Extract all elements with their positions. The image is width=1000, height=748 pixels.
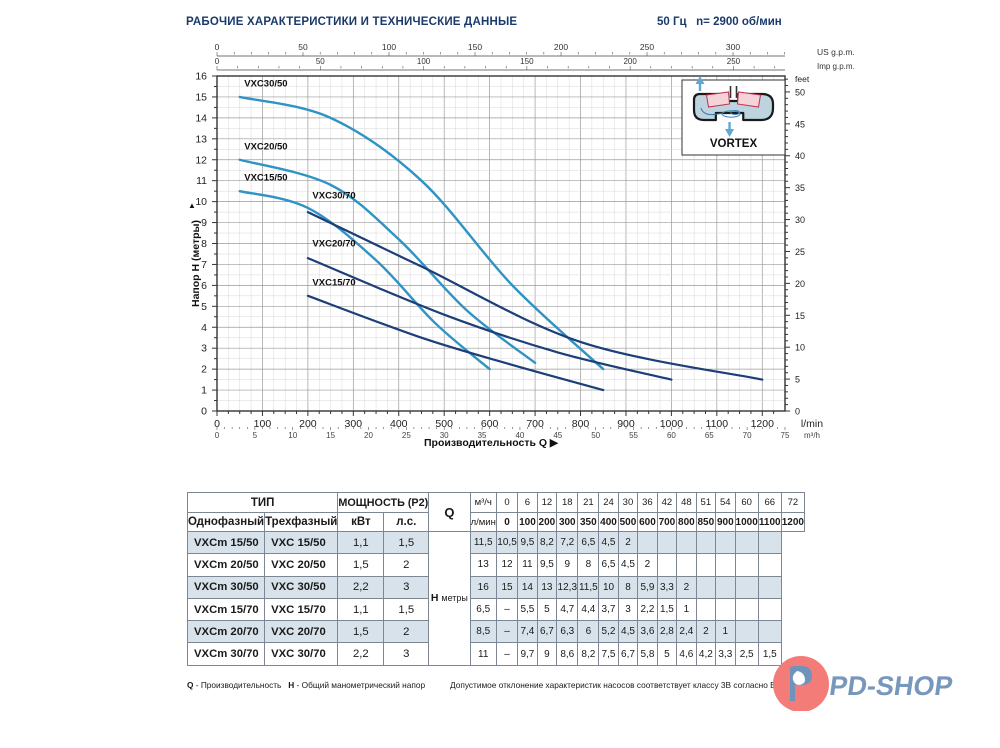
svg-text:10: 10	[288, 431, 297, 440]
svg-text:50: 50	[591, 431, 600, 440]
svg-text:12: 12	[195, 154, 207, 166]
svg-text:16: 16	[195, 71, 207, 83]
svg-text:0: 0	[795, 407, 800, 417]
svg-text:8: 8	[201, 238, 207, 250]
svg-text:150: 150	[520, 57, 534, 66]
svg-text:VXC15/70: VXC15/70	[312, 277, 355, 288]
svg-text:55: 55	[629, 431, 638, 440]
svg-text:150: 150	[468, 42, 482, 52]
svg-text:50: 50	[316, 57, 325, 66]
svg-text:250: 250	[640, 42, 654, 52]
svg-text:250: 250	[727, 57, 741, 66]
svg-text:Напор H (метры): Напор H (метры)	[190, 220, 202, 307]
svg-text:200: 200	[554, 42, 568, 52]
svg-text:100: 100	[382, 42, 396, 52]
svg-text:15: 15	[195, 91, 207, 103]
svg-text:Imp g.p.m.: Imp g.p.m.	[817, 62, 855, 71]
svg-text:10: 10	[795, 343, 805, 353]
svg-text:200: 200	[623, 57, 637, 66]
svg-text:50: 50	[298, 42, 308, 52]
svg-text:VXC15/50: VXC15/50	[244, 173, 287, 184]
svg-text:25: 25	[402, 431, 411, 440]
svg-text:7: 7	[201, 259, 207, 271]
svg-text:3: 3	[201, 343, 207, 355]
svg-text:75: 75	[781, 431, 790, 440]
svg-text:m³/h: m³/h	[804, 431, 820, 440]
svg-text:20: 20	[364, 431, 373, 440]
svg-text:VXC20/70: VXC20/70	[312, 239, 355, 250]
svg-text:VXC30/50: VXC30/50	[244, 78, 287, 89]
svg-text:45: 45	[795, 119, 805, 129]
svg-text:50: 50	[795, 87, 805, 97]
svg-text:60: 60	[667, 431, 676, 440]
svg-text:9: 9	[201, 217, 207, 229]
svg-text:US g.p.m.: US g.p.m.	[817, 47, 855, 57]
svg-text:25: 25	[795, 247, 805, 257]
svg-text:4: 4	[201, 322, 207, 334]
svg-text:PD-SHOP: PD-SHOP	[828, 670, 955, 701]
svg-text:35: 35	[795, 183, 805, 193]
svg-text:300: 300	[726, 42, 740, 52]
svg-text:20: 20	[795, 279, 805, 289]
svg-text:13: 13	[195, 133, 207, 145]
svg-text:6: 6	[201, 280, 207, 292]
svg-text:5: 5	[795, 375, 800, 385]
svg-text:14: 14	[195, 112, 207, 124]
svg-text:11: 11	[196, 175, 207, 187]
svg-text:VORTEX: VORTEX	[710, 138, 758, 150]
svg-text:feet: feet	[795, 74, 810, 84]
svg-text:30: 30	[795, 215, 805, 225]
svg-text:5: 5	[201, 301, 207, 313]
svg-text:5: 5	[253, 431, 258, 440]
svg-text:1: 1	[201, 385, 207, 397]
svg-text:l/min: l/min	[801, 418, 823, 430]
svg-text:Производительность Q ▶: Производительность Q ▶	[424, 437, 559, 449]
svg-text:2: 2	[201, 364, 207, 376]
svg-text:65: 65	[705, 431, 714, 440]
svg-text:VXC20/50: VXC20/50	[244, 141, 287, 152]
svg-text:0: 0	[201, 406, 207, 418]
svg-text:70: 70	[743, 431, 752, 440]
svg-text:10: 10	[195, 196, 207, 208]
svg-text:0: 0	[215, 57, 220, 66]
svg-text:15: 15	[326, 431, 335, 440]
svg-text:0: 0	[215, 42, 220, 52]
svg-text:0: 0	[215, 431, 220, 440]
svg-text:15: 15	[795, 311, 805, 321]
svg-text:VXC30/70: VXC30/70	[312, 190, 355, 201]
svg-text:▲: ▲	[188, 201, 196, 210]
svg-text:40: 40	[795, 151, 805, 161]
svg-text:100: 100	[417, 57, 431, 66]
